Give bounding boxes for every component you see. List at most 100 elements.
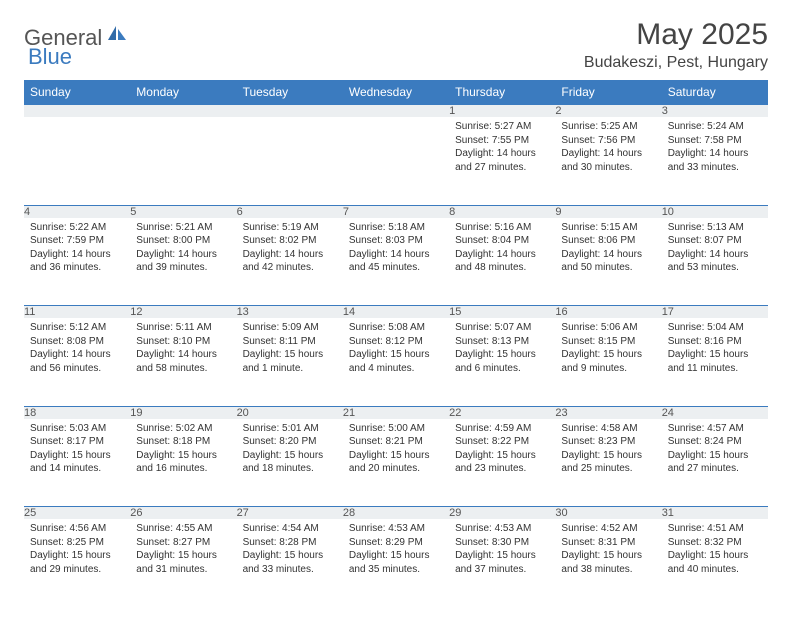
- weekday-row: SundayMondayTuesdayWednesdayThursdayFrid…: [24, 80, 768, 105]
- day-number: 31: [662, 507, 768, 520]
- sail-icon: [106, 24, 128, 47]
- daylight-text: Daylight: 14 hours and 45 minutes.: [349, 248, 443, 275]
- sunset-text: Sunset: 8:23 PM: [561, 435, 655, 449]
- daylight-text: Daylight: 15 hours and 4 minutes.: [349, 348, 443, 375]
- day-cell: Sunrise: 5:13 AMSunset: 8:07 PMDaylight:…: [662, 218, 768, 306]
- day-cell: Sunrise: 5:11 AMSunset: 8:10 PMDaylight:…: [130, 318, 236, 406]
- daylight-text: Daylight: 14 hours and 50 minutes.: [561, 248, 655, 275]
- brand-text-blue: Blue: [28, 44, 72, 69]
- sunset-text: Sunset: 8:28 PM: [243, 536, 337, 550]
- daylight-text: Daylight: 14 hours and 42 minutes.: [243, 248, 337, 275]
- sunset-text: Sunset: 8:29 PM: [349, 536, 443, 550]
- day-number: [343, 105, 449, 118]
- day-number: 28: [343, 507, 449, 520]
- sunset-text: Sunset: 8:16 PM: [668, 335, 762, 349]
- day-cell: Sunrise: 5:22 AMSunset: 7:59 PMDaylight:…: [24, 218, 130, 306]
- sunrise-text: Sunrise: 5:12 AM: [30, 321, 124, 335]
- sunrise-text: Sunrise: 5:01 AM: [243, 422, 337, 436]
- day-number: 3: [662, 105, 768, 118]
- day-cell: Sunrise: 5:25 AMSunset: 7:56 PMDaylight:…: [555, 117, 661, 205]
- sunrise-text: Sunrise: 5:08 AM: [349, 321, 443, 335]
- sunset-text: Sunset: 7:59 PM: [30, 234, 124, 248]
- sunset-text: Sunset: 8:00 PM: [136, 234, 230, 248]
- day-cell: Sunrise: 4:58 AMSunset: 8:23 PMDaylight:…: [555, 419, 661, 507]
- brand-blue-wrap: Blue: [28, 44, 72, 70]
- day-cell: Sunrise: 5:19 AMSunset: 8:02 PMDaylight:…: [237, 218, 343, 306]
- week-row: Sunrise: 5:03 AMSunset: 8:17 PMDaylight:…: [24, 419, 768, 507]
- sunset-text: Sunset: 8:24 PM: [668, 435, 762, 449]
- sunrise-text: Sunrise: 4:55 AM: [136, 522, 230, 536]
- day-number: 1: [449, 105, 555, 118]
- daylight-text: Daylight: 15 hours and 37 minutes.: [455, 549, 549, 576]
- sunset-text: Sunset: 8:13 PM: [455, 335, 549, 349]
- daylight-text: Daylight: 14 hours and 30 minutes.: [561, 147, 655, 174]
- sunset-text: Sunset: 8:21 PM: [349, 435, 443, 449]
- day-cell: Sunrise: 4:53 AMSunset: 8:30 PMDaylight:…: [449, 519, 555, 607]
- day-cell: [130, 117, 236, 205]
- day-cell: Sunrise: 4:56 AMSunset: 8:25 PMDaylight:…: [24, 519, 130, 607]
- week-row: Sunrise: 5:22 AMSunset: 7:59 PMDaylight:…: [24, 218, 768, 306]
- weekday-header: Sunday: [24, 80, 130, 105]
- day-number: 26: [130, 507, 236, 520]
- day-cell: Sunrise: 5:00 AMSunset: 8:21 PMDaylight:…: [343, 419, 449, 507]
- daylight-text: Daylight: 14 hours and 48 minutes.: [455, 248, 549, 275]
- day-cell: Sunrise: 5:18 AMSunset: 8:03 PMDaylight:…: [343, 218, 449, 306]
- daylight-text: Daylight: 15 hours and 29 minutes.: [30, 549, 124, 576]
- day-cell: Sunrise: 5:12 AMSunset: 8:08 PMDaylight:…: [24, 318, 130, 406]
- sunrise-text: Sunrise: 5:04 AM: [668, 321, 762, 335]
- week-row: Sunrise: 5:12 AMSunset: 8:08 PM Daylight:…: [24, 318, 768, 406]
- daylight-text: Daylight: 14 hours and 53 minutes.: [668, 248, 762, 275]
- day-number: 27: [237, 507, 343, 520]
- day-cell: Sunrise: 5:27 AMSunset: 7:55 PMDaylight:…: [449, 117, 555, 205]
- sunset-text: Sunset: 8:03 PM: [349, 234, 443, 248]
- calendar-body: 123Sunrise: 5:27 AMSunset: 7:55 PMDaylig…: [24, 105, 768, 608]
- daynum-row: 45678910: [24, 205, 768, 218]
- sunset-text: Sunset: 8:06 PM: [561, 234, 655, 248]
- day-number: 5: [130, 205, 236, 218]
- title-block: May 2025 Budakeszi, Pest, Hungary: [584, 18, 768, 72]
- sunset-text: Sunset: 8:18 PM: [136, 435, 230, 449]
- day-number: 20: [237, 406, 343, 419]
- sunrise-text: Sunrise: 5:18 AM: [349, 221, 443, 235]
- day-number: 16: [555, 306, 661, 319]
- day-number: 15: [449, 306, 555, 319]
- sunset-text: Sunset: 7:56 PM: [561, 134, 655, 148]
- day-cell: Sunrise: 4:55 AMSunset: 8:27 PMDaylight:…: [130, 519, 236, 607]
- day-number: [237, 105, 343, 118]
- sunrise-text: Sunrise: 5:25 AM: [561, 120, 655, 134]
- day-number: 2: [555, 105, 661, 118]
- day-cell: Sunrise: 5:03 AMSunset: 8:17 PMDaylight:…: [24, 419, 130, 507]
- sunset-text: Sunset: 7:58 PM: [668, 134, 762, 148]
- sunrise-text: Sunrise: 5:19 AM: [243, 221, 337, 235]
- day-number: 23: [555, 406, 661, 419]
- daynum-row: 11121314151617: [24, 306, 768, 319]
- sunrise-text: Sunrise: 4:58 AM: [561, 422, 655, 436]
- sunrise-text: Sunrise: 5:11 AM: [136, 321, 230, 335]
- sunset-text: Sunset: 8:08 PM: [30, 335, 124, 349]
- sunset-text: Sunset: 8:22 PM: [455, 435, 549, 449]
- day-number: 29: [449, 507, 555, 520]
- day-cell: Sunrise: 5:09 AMSunset: 8:11 PMDaylight:…: [237, 318, 343, 406]
- day-cell: [343, 117, 449, 205]
- week-row: Sunrise: 4:56 AMSunset: 8:25 PMDaylight:…: [24, 519, 768, 607]
- daynum-row: 18192021222324: [24, 406, 768, 419]
- sunset-text: Sunset: 8:11 PM: [243, 335, 337, 349]
- sunrise-text: Sunrise: 5:00 AM: [349, 422, 443, 436]
- sunset-text: Sunset: 8:31 PM: [561, 536, 655, 550]
- day-number: 21: [343, 406, 449, 419]
- weekday-header: Tuesday: [237, 80, 343, 105]
- day-number: 18: [24, 406, 130, 419]
- day-cell: Sunrise: 4:52 AMSunset: 8:31 PMDaylight:…: [555, 519, 661, 607]
- day-number: 17: [662, 306, 768, 319]
- sunset-text: Sunset: 8:27 PM: [136, 536, 230, 550]
- daylight-text: Daylight: 15 hours and 31 minutes.: [136, 549, 230, 576]
- weekday-header: Thursday: [449, 80, 555, 105]
- daylight-text: Daylight: 15 hours and 40 minutes.: [668, 549, 762, 576]
- daylight-text: Daylight: 15 hours and 33 minutes.: [243, 549, 337, 576]
- sunset-text: Sunset: 8:04 PM: [455, 234, 549, 248]
- day-number: 30: [555, 507, 661, 520]
- location-label: Budakeszi, Pest, Hungary: [584, 54, 768, 72]
- day-number: 10: [662, 205, 768, 218]
- weekday-header: Wednesday: [343, 80, 449, 105]
- sunrise-text: Sunrise: 4:52 AM: [561, 522, 655, 536]
